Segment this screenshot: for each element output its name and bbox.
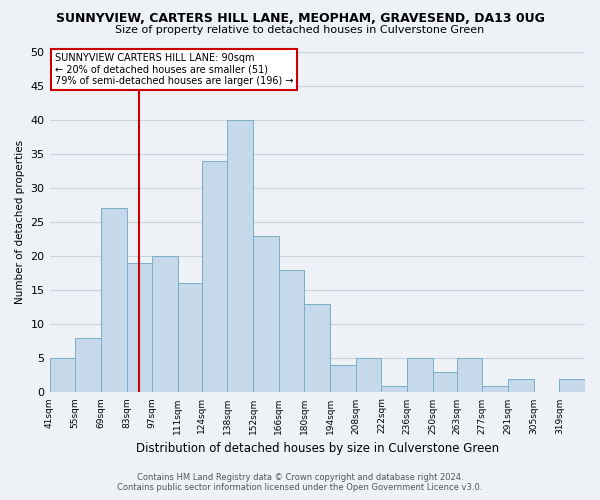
Text: Size of property relative to detached houses in Culverstone Green: Size of property relative to detached ho… xyxy=(115,25,485,35)
Bar xyxy=(407,358,433,392)
Bar xyxy=(279,270,304,392)
Text: Contains HM Land Registry data © Crown copyright and database right 2024.
Contai: Contains HM Land Registry data © Crown c… xyxy=(118,473,482,492)
X-axis label: Distribution of detached houses by size in Culverstone Green: Distribution of detached houses by size … xyxy=(136,442,499,455)
Bar xyxy=(227,120,253,392)
Bar xyxy=(559,379,585,392)
Bar xyxy=(127,263,152,392)
Bar xyxy=(330,365,356,392)
Y-axis label: Number of detached properties: Number of detached properties xyxy=(15,140,25,304)
Bar xyxy=(508,379,533,392)
Bar xyxy=(75,338,101,392)
Bar xyxy=(152,256,178,392)
Bar xyxy=(50,358,75,392)
Bar xyxy=(457,358,482,392)
Bar xyxy=(356,358,382,392)
Bar xyxy=(253,236,279,392)
Bar xyxy=(178,284,202,393)
Bar xyxy=(101,208,127,392)
Bar xyxy=(304,304,330,392)
Bar xyxy=(202,160,227,392)
Bar xyxy=(482,386,508,392)
Bar xyxy=(433,372,457,392)
Text: SUNNYVIEW CARTERS HILL LANE: 90sqm
← 20% of detached houses are smaller (51)
79%: SUNNYVIEW CARTERS HILL LANE: 90sqm ← 20%… xyxy=(55,53,293,86)
Text: SUNNYVIEW, CARTERS HILL LANE, MEOPHAM, GRAVESEND, DA13 0UG: SUNNYVIEW, CARTERS HILL LANE, MEOPHAM, G… xyxy=(56,12,544,26)
Bar xyxy=(382,386,407,392)
